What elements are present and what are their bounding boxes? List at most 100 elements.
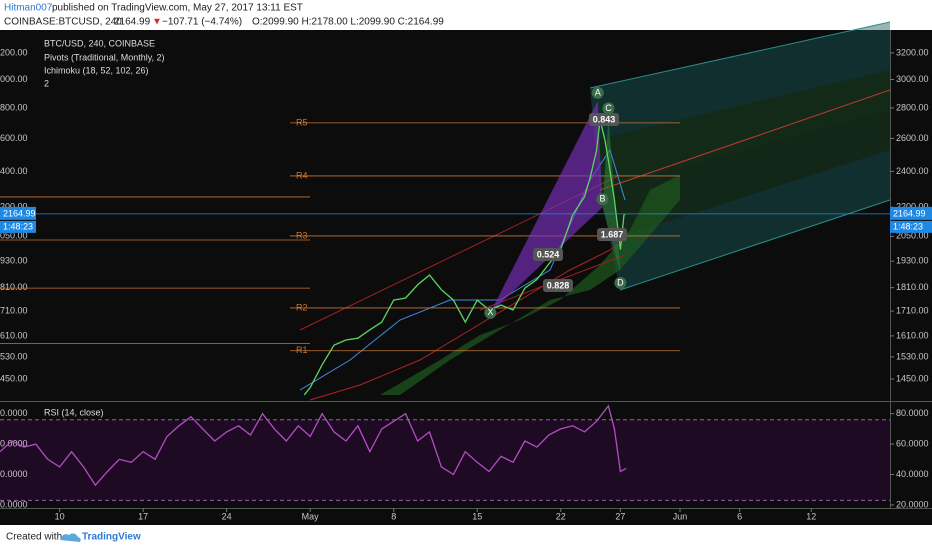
pivot-label: R4: [296, 170, 308, 180]
x-tick-label: 12: [806, 511, 816, 521]
y-tick-label-left: 3200.00: [0, 47, 28, 57]
pivot-label: R5: [296, 117, 308, 127]
y-tick-label: 1530.00: [896, 351, 929, 361]
change: −107.71 (−4.74%): [162, 17, 242, 28]
pattern-point: [591, 86, 604, 99]
rsi-tick-label-left: 60.0000: [0, 438, 28, 448]
fork-line: [589, 21, 891, 89]
x-tick-label: 17: [138, 511, 148, 521]
y-tick-label-left: 2200.00: [0, 202, 28, 212]
price-line: [303, 119, 626, 396]
symbol: COINBASE:BTCUSD, 240: [4, 17, 122, 28]
ratio-badge: [533, 248, 563, 261]
pivot-label: R3: [296, 230, 308, 240]
last-price: 2164.99: [114, 17, 151, 28]
pattern-xab: [490, 100, 603, 313]
x-tick-label: 24: [222, 511, 232, 521]
y-tick-label: 2050.00: [896, 231, 929, 241]
y-tick-label-left: 1610.00: [0, 330, 28, 340]
pattern-label: X: [487, 307, 493, 317]
chart-title: BTC/USD, 240, COINBASE: [44, 38, 155, 48]
header-bg: [0, 0, 932, 30]
y-tick-label: 2600.00: [896, 133, 929, 143]
ratio-badge: [543, 279, 573, 292]
down-arrow: ▼: [152, 17, 162, 28]
pattern-label: B: [599, 194, 605, 204]
rsi-tick-label-left: 80.0000: [0, 408, 28, 418]
y-tick-label-left: 2600.00: [0, 133, 28, 143]
y-tick-label: 1610.00: [896, 330, 929, 340]
rsi-tick-label: 40.0000: [896, 469, 929, 479]
y-tick-label: 1450.00: [896, 373, 929, 383]
y-tick-label-left: 2050.00: [0, 231, 28, 241]
x-tick-label: Jun: [673, 511, 688, 521]
rsi-tick-label: 80.0000: [896, 408, 929, 418]
rsi-title: RSI (14, close): [44, 407, 104, 417]
ratio-badge: [589, 113, 619, 126]
y-tick-label: 2800.00: [896, 102, 929, 112]
y-tick-label: 2400.00: [896, 166, 929, 176]
fork-median: [599, 89, 891, 191]
x-tick-label: 8: [391, 511, 396, 521]
y-tick-label: 1930.00: [896, 256, 929, 266]
countdown-box: [890, 220, 932, 233]
x-tick-label: May: [302, 511, 320, 521]
ratio-label: 0.524: [537, 249, 560, 259]
footer-bg: [0, 525, 932, 550]
rsi-tick-label-left: 20.0000: [0, 499, 28, 509]
ratio-label: 0.828: [547, 280, 570, 290]
footer-text: Created with: [6, 532, 62, 543]
y-tick-label-left: 1930.00: [0, 256, 28, 266]
rsi-line: [0, 404, 627, 487]
y-tick-label: 1810.00: [896, 282, 929, 292]
ratio-label: 0.843: [593, 114, 616, 124]
indicator: 2: [44, 78, 49, 88]
x-tick-label: 10: [55, 511, 65, 521]
ratio-badge: [597, 228, 627, 241]
logo: [60, 533, 81, 542]
x-tick-label: 22: [556, 511, 566, 521]
ohlc: O:2099.90 H:2178.00 L:2099.90 C:2164.99: [252, 17, 444, 28]
pattern-point: [614, 276, 627, 289]
pattern-label: C: [605, 103, 612, 113]
published: published on TradingView.com, May 27, 20…: [52, 3, 303, 14]
pivot-label: R1: [296, 345, 308, 355]
y-tick-label: 3000.00: [896, 74, 929, 84]
pattern-label: D: [617, 277, 624, 287]
y-tick-label-left: 1810.00: [0, 282, 28, 292]
x-tick-label: 6: [737, 511, 742, 521]
y-tick-label-left: 1530.00: [0, 351, 28, 361]
current-price-box: [0, 206, 36, 220]
rsi-band: [0, 419, 890, 501]
ratio-label: 1.687: [601, 229, 624, 239]
y-tick-label-left: 1450.00: [0, 373, 28, 383]
pattern-point: [484, 306, 497, 319]
y-tick-label-left: 3000.00: [0, 74, 28, 84]
pattern-point: [596, 193, 609, 206]
rsi-tick-label: 60.0000: [896, 438, 929, 448]
indicator: Ichimoku (18, 52, 102, 26): [44, 65, 149, 75]
y-tick-label: 3200.00: [896, 47, 929, 57]
pattern-label: A: [595, 87, 601, 97]
fork-band: [590, 22, 890, 140]
x-tick-label: 27: [615, 511, 625, 521]
y-tick-label: 1710.00: [896, 305, 929, 315]
pattern-point: [602, 102, 615, 115]
footer-brand[interactable]: TradingView: [82, 532, 141, 543]
indicator: Pivots (Traditional, Monthly, 2): [44, 52, 165, 62]
y-tick-label-left: 1710.00: [0, 305, 28, 315]
x-tick-label: 15: [472, 511, 482, 521]
countdown: 1:48:23: [3, 221, 33, 231]
fork-band: [610, 150, 890, 290]
current-price-label: 2164.99: [893, 208, 926, 218]
fork-band: [595, 70, 890, 190]
countdown: 1:48:23: [893, 221, 923, 231]
fork-line: [619, 199, 891, 291]
rsi-tick-label: 20.0000: [896, 499, 929, 509]
y-tick-label-left: 2800.00: [0, 102, 28, 112]
current-price-label: 2164.99: [3, 208, 36, 218]
countdown-box: [0, 220, 36, 233]
y-tick-label-left: 2400.00: [0, 166, 28, 176]
author[interactable]: Hitman007: [4, 3, 53, 14]
